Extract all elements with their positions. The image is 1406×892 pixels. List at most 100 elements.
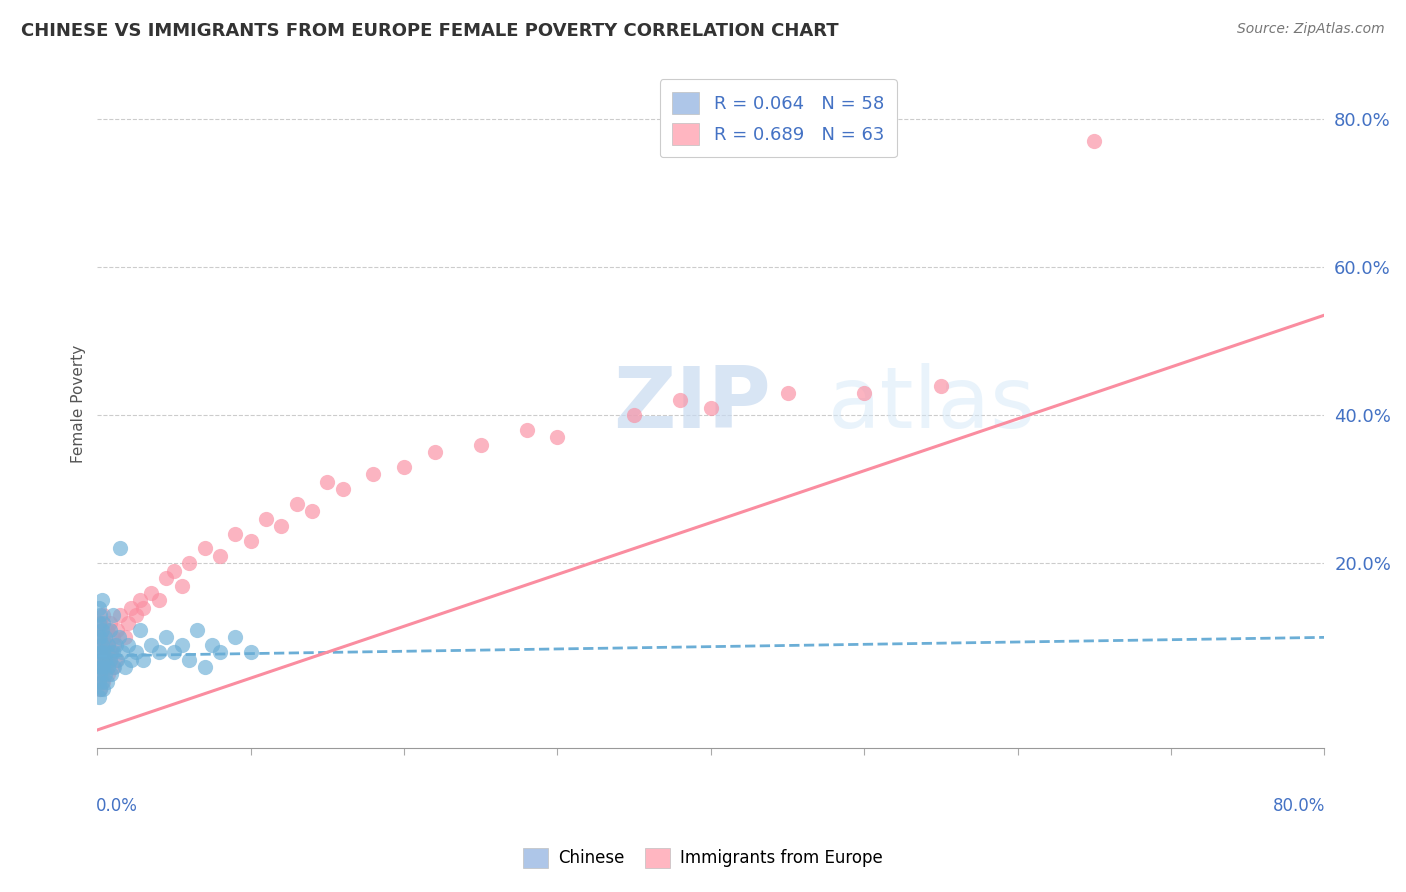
Point bbox=[120, 600, 142, 615]
Point bbox=[392, 460, 415, 475]
Point bbox=[110, 608, 132, 623]
Point bbox=[97, 638, 120, 652]
Point bbox=[93, 645, 115, 659]
Point bbox=[163, 645, 186, 659]
Point bbox=[94, 631, 117, 645]
Point bbox=[254, 512, 277, 526]
Point bbox=[89, 660, 111, 674]
Point bbox=[94, 652, 117, 666]
Point bbox=[194, 660, 217, 674]
Point bbox=[316, 475, 339, 489]
Point bbox=[98, 652, 121, 666]
Point bbox=[87, 645, 110, 659]
Point bbox=[239, 645, 262, 659]
Point bbox=[170, 578, 193, 592]
Point bbox=[700, 401, 723, 415]
Point bbox=[98, 615, 121, 630]
Point bbox=[129, 593, 152, 607]
Point bbox=[209, 549, 232, 563]
Point bbox=[179, 557, 201, 571]
Point bbox=[96, 674, 118, 689]
Point bbox=[94, 638, 117, 652]
Point bbox=[87, 674, 110, 689]
Point bbox=[87, 660, 110, 674]
Point bbox=[89, 682, 111, 697]
Point bbox=[97, 667, 120, 681]
Point bbox=[179, 652, 201, 666]
Point bbox=[89, 660, 111, 674]
Point bbox=[87, 652, 110, 666]
Point bbox=[101, 608, 124, 623]
Point bbox=[117, 638, 139, 652]
Point bbox=[96, 623, 118, 637]
Text: ZIP: ZIP bbox=[613, 362, 770, 445]
Text: CHINESE VS IMMIGRANTS FROM EUROPE FEMALE POVERTY CORRELATION CHART: CHINESE VS IMMIGRANTS FROM EUROPE FEMALE… bbox=[21, 22, 839, 40]
Point bbox=[470, 438, 492, 452]
Point bbox=[93, 652, 115, 666]
Point bbox=[89, 667, 111, 681]
Point bbox=[129, 623, 152, 637]
Point bbox=[155, 631, 177, 645]
Point bbox=[224, 631, 246, 645]
Point bbox=[117, 615, 139, 630]
Point bbox=[91, 652, 114, 666]
Point bbox=[89, 615, 111, 630]
Point bbox=[139, 586, 162, 600]
Point bbox=[93, 608, 115, 623]
Legend: Chinese, Immigrants from Europe: Chinese, Immigrants from Europe bbox=[517, 841, 889, 875]
Point bbox=[87, 631, 110, 645]
Point bbox=[97, 660, 120, 674]
Text: atlas: atlas bbox=[828, 362, 1035, 445]
Point bbox=[104, 652, 127, 666]
Point bbox=[1083, 134, 1105, 148]
Point bbox=[98, 623, 121, 637]
Point bbox=[111, 645, 134, 659]
Point bbox=[87, 615, 110, 630]
Point bbox=[105, 652, 128, 666]
Point bbox=[101, 645, 124, 659]
Point bbox=[853, 386, 876, 401]
Text: Source: ZipAtlas.com: Source: ZipAtlas.com bbox=[1237, 22, 1385, 37]
Point bbox=[186, 623, 208, 637]
Point bbox=[91, 674, 114, 689]
Point bbox=[132, 652, 155, 666]
Point bbox=[94, 667, 117, 681]
Point bbox=[98, 652, 121, 666]
Point bbox=[209, 645, 232, 659]
Point bbox=[669, 393, 692, 408]
Point bbox=[101, 631, 124, 645]
Point bbox=[423, 445, 446, 459]
Point bbox=[89, 608, 111, 623]
Point bbox=[201, 638, 224, 652]
Point bbox=[516, 423, 538, 437]
Y-axis label: Female Poverty: Female Poverty bbox=[72, 345, 86, 463]
Point bbox=[148, 645, 170, 659]
Point bbox=[89, 645, 111, 659]
Point bbox=[89, 631, 111, 645]
Point bbox=[120, 652, 142, 666]
Point bbox=[155, 571, 177, 585]
Point bbox=[114, 631, 136, 645]
Point bbox=[363, 467, 385, 482]
Point bbox=[132, 600, 155, 615]
Point bbox=[148, 593, 170, 607]
Point bbox=[93, 682, 115, 697]
Point bbox=[93, 615, 115, 630]
Point bbox=[97, 638, 120, 652]
Point bbox=[239, 534, 262, 549]
Point bbox=[93, 674, 115, 689]
Point bbox=[163, 564, 186, 578]
Text: 80.0%: 80.0% bbox=[1274, 797, 1326, 814]
Point bbox=[104, 638, 127, 652]
Point bbox=[125, 645, 148, 659]
Point bbox=[103, 660, 125, 674]
Legend: R = 0.064   N = 58, R = 0.689   N = 63: R = 0.064 N = 58, R = 0.689 N = 63 bbox=[659, 79, 897, 157]
Point bbox=[91, 667, 114, 681]
Point bbox=[110, 541, 132, 556]
Point bbox=[93, 660, 115, 674]
Point bbox=[105, 623, 128, 637]
Point bbox=[929, 378, 952, 392]
Point bbox=[96, 645, 118, 659]
Point bbox=[91, 593, 114, 607]
Point bbox=[96, 645, 118, 659]
